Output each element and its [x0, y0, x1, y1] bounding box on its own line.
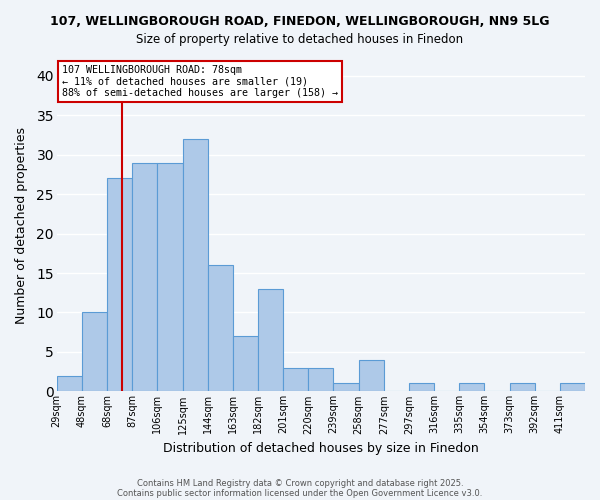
Bar	[359, 360, 384, 392]
Bar	[57, 376, 82, 392]
Bar	[409, 384, 434, 392]
Text: Contains HM Land Registry data © Crown copyright and database right 2025.: Contains HM Land Registry data © Crown c…	[137, 478, 463, 488]
Bar	[182, 139, 208, 392]
Text: Contains public sector information licensed under the Open Government Licence v3: Contains public sector information licen…	[118, 488, 482, 498]
Bar	[459, 384, 484, 392]
Bar	[283, 368, 308, 392]
Bar	[208, 265, 233, 392]
Bar	[132, 162, 157, 392]
Bar	[334, 384, 359, 392]
Bar	[82, 312, 107, 392]
Y-axis label: Number of detached properties: Number of detached properties	[15, 127, 28, 324]
Text: Size of property relative to detached houses in Finedon: Size of property relative to detached ho…	[136, 32, 464, 46]
Bar	[157, 162, 182, 392]
Bar	[308, 368, 334, 392]
Text: 107 WELLINGBOROUGH ROAD: 78sqm
← 11% of detached houses are smaller (19)
88% of : 107 WELLINGBOROUGH ROAD: 78sqm ← 11% of …	[62, 65, 338, 98]
Bar	[560, 384, 585, 392]
Bar	[258, 289, 283, 392]
Bar	[107, 178, 132, 392]
Bar	[233, 336, 258, 392]
X-axis label: Distribution of detached houses by size in Finedon: Distribution of detached houses by size …	[163, 442, 479, 455]
Bar	[509, 384, 535, 392]
Text: 107, WELLINGBOROUGH ROAD, FINEDON, WELLINGBOROUGH, NN9 5LG: 107, WELLINGBOROUGH ROAD, FINEDON, WELLI…	[50, 15, 550, 28]
